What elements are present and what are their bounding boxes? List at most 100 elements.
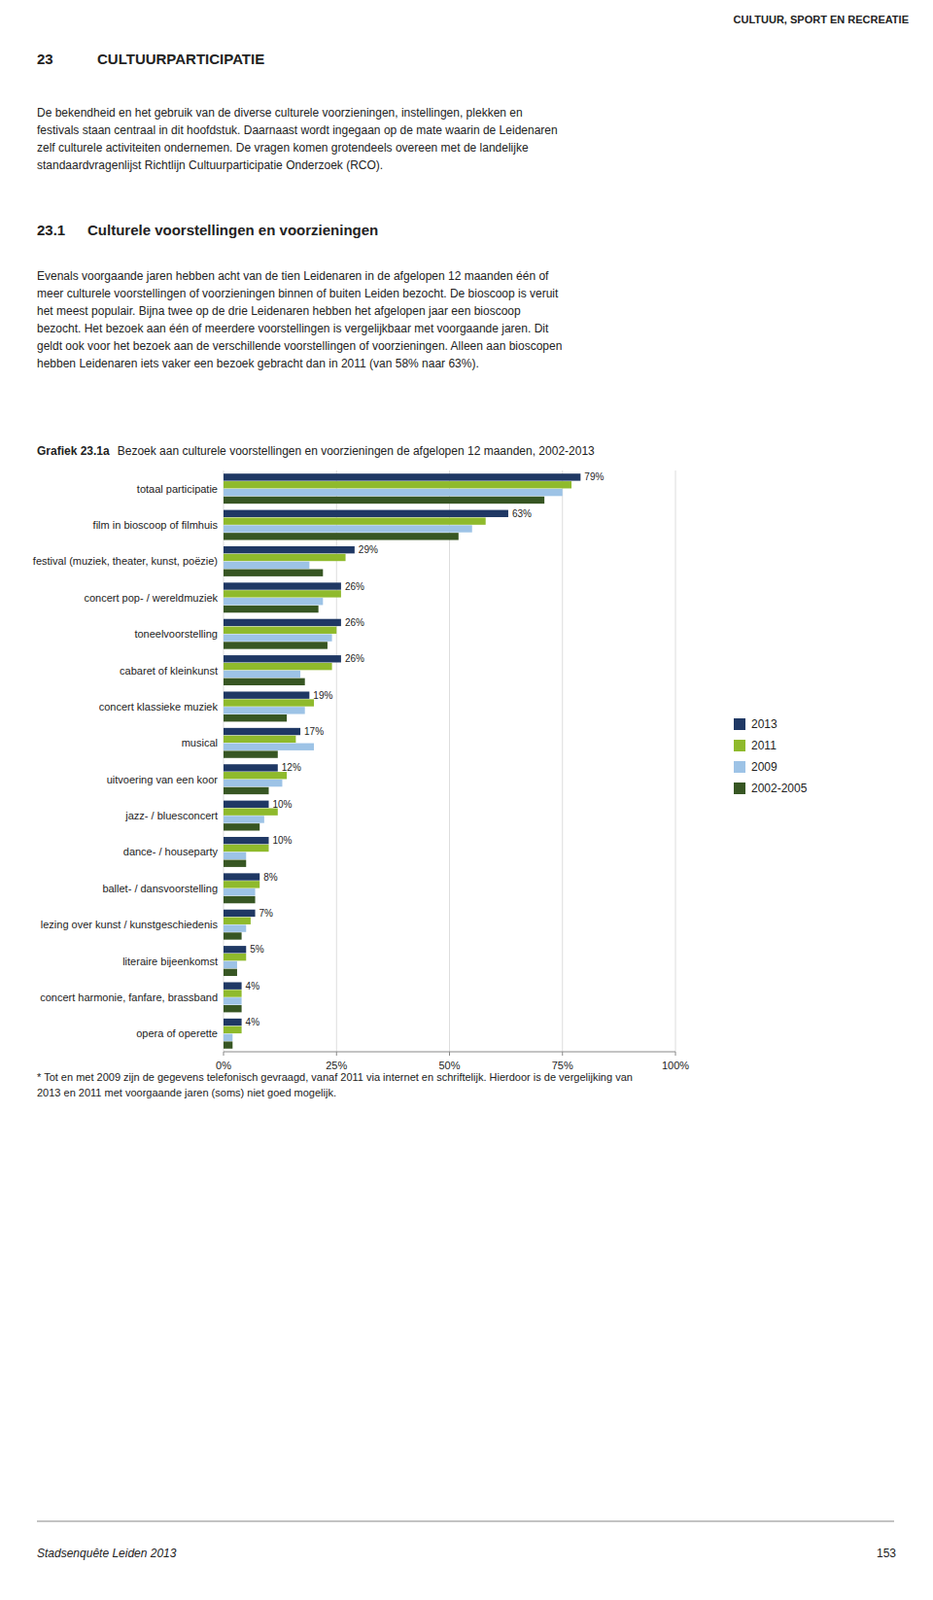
bar bbox=[223, 896, 256, 903]
bar bbox=[223, 961, 238, 968]
chapter-title: CULTUURPARTICIPATIE bbox=[97, 50, 265, 68]
x-tick-label: 50% bbox=[438, 1059, 460, 1072]
grid-line bbox=[675, 470, 677, 1052]
bar bbox=[223, 619, 342, 626]
bar bbox=[223, 589, 342, 597]
section-number: 23.1 bbox=[36, 221, 66, 239]
bar bbox=[223, 633, 333, 641]
bar bbox=[223, 488, 563, 496]
data-label: 19% bbox=[312, 690, 333, 701]
legend-entry: 2009 bbox=[751, 760, 778, 774]
body-text: standaardvragenlijst Richtlijn Cultuurpa… bbox=[36, 158, 383, 173]
bar bbox=[223, 481, 572, 488]
bar bbox=[223, 823, 260, 830]
bar bbox=[223, 968, 238, 976]
body-text: bezocht. Het bezoek aan één of meerdere … bbox=[36, 321, 550, 336]
y-tick-label: musical bbox=[181, 736, 218, 749]
bar bbox=[223, 735, 296, 743]
bar bbox=[223, 981, 242, 989]
data-label: 5% bbox=[249, 943, 265, 955]
bar bbox=[223, 691, 310, 698]
data-label: 17% bbox=[304, 725, 324, 737]
data-label: 63% bbox=[512, 508, 532, 519]
bar bbox=[223, 1004, 242, 1012]
bar bbox=[223, 532, 459, 540]
grid-line bbox=[561, 470, 563, 1052]
bar bbox=[223, 807, 278, 815]
bar bbox=[223, 953, 246, 961]
footer-rule bbox=[36, 1520, 895, 1522]
bar bbox=[223, 852, 246, 860]
bar bbox=[223, 860, 246, 867]
x-tick-label: 0% bbox=[215, 1059, 232, 1072]
bar bbox=[223, 917, 251, 925]
chart-title: Grafiek 23.1aBezoek aan culturele voorst… bbox=[36, 444, 595, 458]
y-tick-label: totaal participatie bbox=[137, 483, 218, 495]
bar bbox=[223, 932, 242, 939]
y-tick-label: festival (muziek, theater, kunst, poëzie… bbox=[33, 554, 218, 567]
bar bbox=[223, 678, 306, 686]
bar bbox=[223, 641, 328, 649]
legend-entry: 2002-2005 bbox=[751, 781, 808, 795]
body-text: festivals staan centraal in dit hoofdstu… bbox=[36, 123, 558, 138]
section-title: Culturele voorstellingen en voorzieninge… bbox=[87, 221, 379, 239]
legend-swatch bbox=[733, 718, 746, 730]
footer-right: 153 bbox=[876, 1546, 897, 1560]
footer-left: Stadsenquête Leiden 2013 bbox=[36, 1546, 177, 1560]
bar bbox=[223, 546, 355, 553]
legend-swatch bbox=[733, 760, 746, 773]
bar bbox=[223, 909, 256, 917]
bar bbox=[223, 727, 301, 735]
data-label: 26% bbox=[345, 653, 365, 664]
bar bbox=[223, 496, 545, 504]
bar bbox=[223, 880, 260, 888]
bar bbox=[223, 924, 246, 932]
bar bbox=[223, 836, 270, 844]
bar bbox=[223, 561, 310, 569]
y-tick-label: concert harmonie, fanfare, brassband bbox=[39, 991, 218, 1003]
body-text: Evenals voorgaande jaren hebben acht van… bbox=[36, 269, 550, 283]
x-axis bbox=[223, 1051, 676, 1053]
x-tick-label: 25% bbox=[325, 1059, 347, 1072]
chapter-number: 23 bbox=[36, 50, 54, 68]
legend-swatch bbox=[733, 782, 746, 795]
tick-mark bbox=[561, 1051, 563, 1056]
body-text: geldt ook voor het bezoek aan de verschi… bbox=[36, 339, 562, 353]
bar bbox=[223, 524, 473, 532]
data-label: 10% bbox=[273, 834, 293, 846]
legend-swatch bbox=[733, 739, 746, 752]
x-tick-label: 100% bbox=[661, 1059, 690, 1072]
bar bbox=[223, 997, 242, 1004]
chart: 0%25%50%75%100%79%63%29%26%26%26%19%17%1… bbox=[33, 470, 690, 1072]
bar bbox=[223, 1018, 242, 1026]
bar bbox=[223, 597, 323, 605]
y-tick-label: concert pop- / wereldmuziek bbox=[83, 591, 218, 604]
y-tick-label: lezing over kunst / kunstgeschiedenis bbox=[40, 918, 219, 931]
bar bbox=[223, 662, 333, 670]
bar bbox=[223, 698, 314, 706]
bar bbox=[223, 473, 581, 481]
bar bbox=[223, 582, 342, 589]
bar bbox=[223, 763, 278, 771]
bar bbox=[223, 771, 287, 779]
legend: 2013201120092002-2005 bbox=[733, 717, 808, 795]
bar bbox=[223, 872, 260, 880]
tick-mark bbox=[449, 1051, 450, 1056]
grid-line bbox=[449, 470, 450, 1052]
subtitle: Bezoek aan culturele voorstellingen en v… bbox=[117, 444, 595, 458]
bar bbox=[223, 844, 270, 852]
header: CULTUUR, SPORT EN RECREATIE bbox=[733, 13, 910, 26]
data-label: 79% bbox=[584, 471, 604, 483]
bar bbox=[223, 945, 246, 953]
data-label: 26% bbox=[345, 617, 365, 628]
bar bbox=[223, 750, 278, 758]
y-tick-label: dance- / houseparty bbox=[123, 845, 219, 858]
tick-mark bbox=[336, 1051, 338, 1056]
y-tick-label: cabaret of kleinkunst bbox=[119, 664, 218, 677]
bar bbox=[223, 655, 342, 662]
x-tick-label: 75% bbox=[552, 1059, 574, 1072]
page: CULTUUR, SPORT EN RECREATIE 23 CULTUURPART… bbox=[0, 0, 933, 1600]
bar bbox=[223, 553, 346, 561]
bar bbox=[223, 517, 486, 524]
y-tick-label: concert klassieke muziek bbox=[99, 700, 219, 713]
